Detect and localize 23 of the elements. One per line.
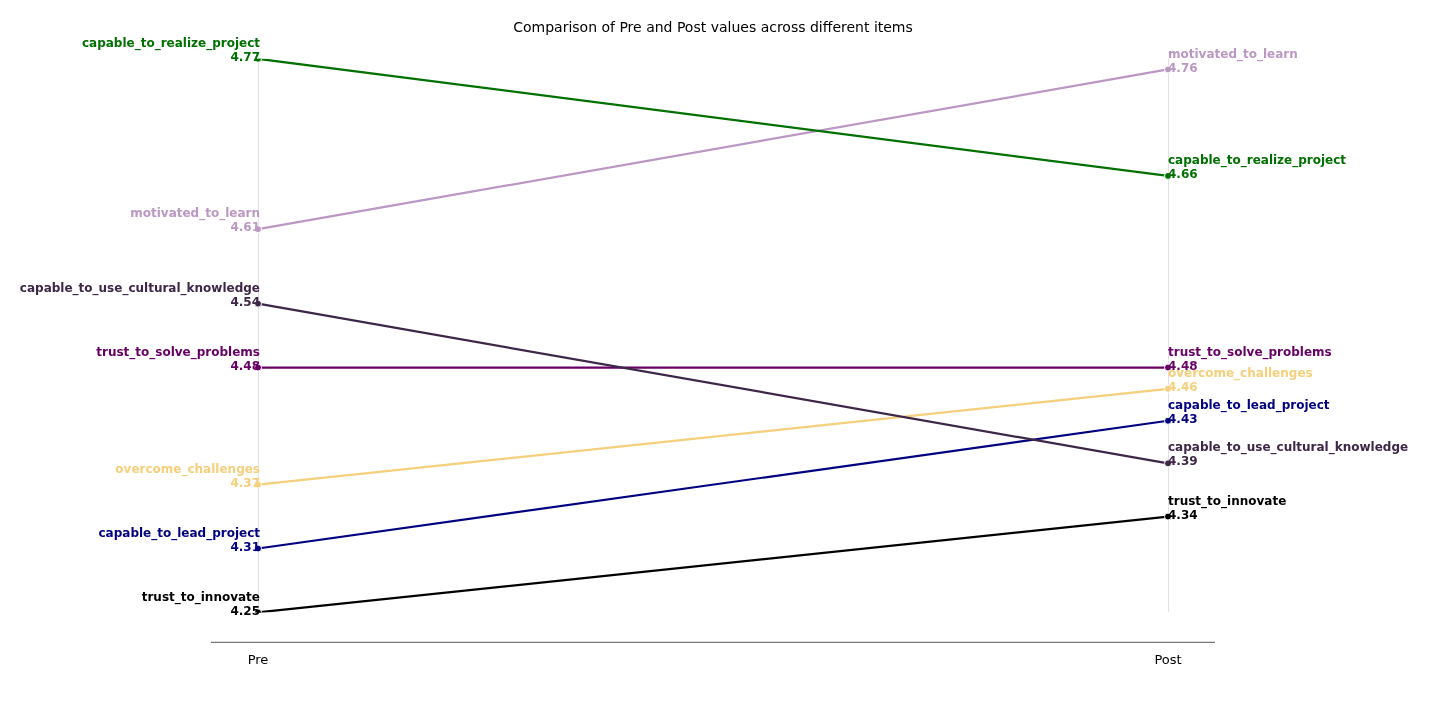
data-label: 4.66	[1168, 167, 1198, 182]
series-label: capable_to_lead_project	[1168, 397, 1330, 413]
text: motivated_to_learn	[130, 206, 260, 221]
data-label: 4.34	[1168, 507, 1198, 522]
x-tick-label: Pre	[247, 651, 269, 667]
data-label: 4.76	[1168, 60, 1198, 75]
text: overcome_challenges	[115, 461, 260, 476]
series-label: motivated_to_learn	[1168, 46, 1298, 62]
series-label: trust_to_innovate	[1168, 493, 1287, 509]
data-label: 4.43	[1168, 411, 1198, 426]
x-tick-label: Post	[1154, 651, 1182, 667]
data-label: 4.39	[1168, 454, 1198, 469]
text: trust_to_solve_problems	[96, 344, 260, 359]
series-label: capable_to_realize_project	[1168, 153, 1347, 169]
text: capable_to_realize_project	[81, 35, 260, 50]
data-label: 4.46	[1168, 379, 1198, 394]
chart-title: Comparison of Pre and Post values across different items	[513, 19, 913, 36]
series-label: capable_to_use_cultural_knowledge	[1168, 440, 1409, 456]
text: capable_to_lead_project	[98, 525, 260, 540]
series-label: trust_to_solve_problems	[1168, 344, 1332, 360]
text: capable_to_use_cultural_knowledge	[19, 280, 260, 295]
text: trust_to_innovate	[141, 589, 260, 604]
data-label: 4.37	[230, 475, 260, 490]
